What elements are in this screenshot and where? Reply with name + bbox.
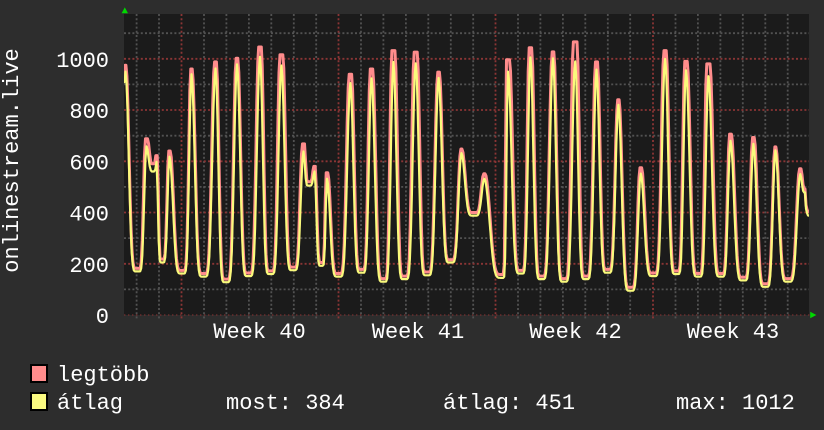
svg-text:200: 200 [69, 254, 109, 279]
svg-text:1000: 1000 [56, 49, 109, 74]
svg-text:max: 1012: max: 1012 [676, 391, 795, 416]
svg-text:600: 600 [69, 151, 109, 176]
svg-text:800: 800 [69, 100, 109, 125]
svg-text:legtöbb: legtöbb [57, 363, 149, 388]
svg-text:átlag: 451: átlag: 451 [443, 391, 575, 416]
svg-text:átlag: átlag [57, 391, 123, 416]
svg-text:Week 43: Week 43 [687, 320, 779, 345]
svg-text:Week 40: Week 40 [213, 320, 305, 345]
svg-text:onlinestream.live: onlinestream.live [0, 48, 25, 272]
svg-text:most: 384: most: 384 [226, 391, 345, 416]
svg-text:Week 42: Week 42 [529, 320, 621, 345]
svg-text:0: 0 [96, 305, 109, 330]
svg-text:400: 400 [69, 203, 109, 228]
svg-text:Week 41: Week 41 [372, 320, 464, 345]
